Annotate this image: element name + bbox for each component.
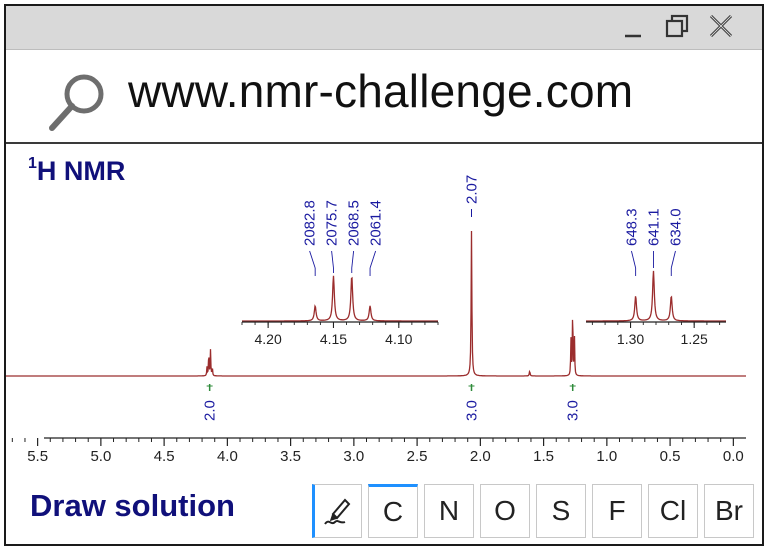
pencil-icon bbox=[324, 498, 351, 525]
browser-window: www.nmr-challenge.com 1H NMR 5.5 5.0 4.5 4.… bbox=[4, 4, 764, 546]
inset-quartet-leader bbox=[309, 250, 316, 269]
inset-quartet-peak-label: 2068.5 bbox=[346, 200, 363, 246]
title-superscript: 1 bbox=[28, 155, 37, 172]
x-axis-tick-label: 4.0 bbox=[217, 448, 238, 465]
tool-label: N bbox=[438, 495, 460, 526]
tool-label: F bbox=[608, 495, 626, 526]
tool-label: O bbox=[494, 495, 516, 526]
title-main: H NMR bbox=[36, 156, 126, 186]
x-axis-tick-label: 3.0 bbox=[343, 448, 364, 465]
x-axis-tick-label: 1.0 bbox=[596, 448, 617, 465]
pencil-tool[interactable] bbox=[312, 484, 362, 538]
tool-label: Cl bbox=[659, 495, 687, 526]
inset-quartet-tick-label: 4.15 bbox=[320, 331, 347, 347]
integral-value: 2.0 bbox=[202, 400, 219, 421]
x-axis-tick-label: 5.5 bbox=[27, 448, 48, 465]
inset-quartet-peak-label: 2061.4 bbox=[368, 200, 385, 246]
element-n-button[interactable]: N bbox=[424, 484, 474, 538]
x-axis-tick-label: 0.0 bbox=[723, 448, 744, 465]
x-axis-tick-label: 2.5 bbox=[407, 448, 428, 465]
element-f-button[interactable]: F bbox=[592, 484, 642, 538]
peak-label: 2.07 bbox=[464, 175, 481, 204]
integral-value: 3.0 bbox=[565, 400, 582, 421]
x-axis-tick-label: 3.5 bbox=[280, 448, 301, 465]
nmr-spectrum: 5.5 5.0 4.5 4.0 3.5 3.0 2.5 2.0 1.5 1.0 0.5 0.0 2.07… bbox=[6, 175, 746, 465]
x-axis-tick-label: 5.0 bbox=[90, 448, 111, 465]
inset-quartet-tick-label: 4.20 bbox=[255, 331, 282, 347]
inset-quartet-leader bbox=[351, 250, 355, 269]
inset-triplet-peak-label: 641.1 bbox=[645, 208, 662, 246]
x-axis-tick-label: 2.0 bbox=[470, 448, 491, 465]
inset-quartet-tick-label: 4.10 bbox=[385, 331, 412, 347]
inset-triplet-trace bbox=[586, 270, 726, 322]
element-c-button[interactable]: C bbox=[368, 484, 418, 538]
close-button[interactable] bbox=[704, 12, 738, 42]
x-axis-tick-label: 4.5 bbox=[154, 448, 175, 465]
inset-quartet-peak-label: 2075.7 bbox=[324, 200, 341, 246]
element-s-button[interactable]: S bbox=[536, 484, 586, 538]
inset-quartet-leader bbox=[369, 250, 377, 269]
spectrum-title: 1H NMR bbox=[28, 155, 126, 187]
inset-triplet-tick-label: 1.30 bbox=[617, 331, 644, 347]
close-icon bbox=[709, 14, 733, 38]
integral-value: 3.0 bbox=[464, 400, 481, 421]
x-axis-tick-label: 1.5 bbox=[533, 448, 554, 465]
x-axis-tick-label: 0.5 bbox=[660, 448, 681, 465]
tool-label: Br bbox=[715, 495, 743, 526]
spectrum-trace bbox=[6, 230, 746, 377]
minimize-button[interactable] bbox=[616, 12, 650, 42]
restore-icon bbox=[665, 14, 689, 38]
restore-button[interactable] bbox=[660, 12, 694, 42]
inset-triplet-peak-label: 648.3 bbox=[623, 208, 640, 246]
tool-label: S bbox=[551, 495, 571, 526]
element-o-button[interactable]: O bbox=[480, 484, 530, 538]
inset-quartet-trace bbox=[242, 275, 438, 322]
url-text[interactable]: www.nmr-challenge.com bbox=[128, 65, 634, 117]
inset-quartet-leader bbox=[331, 250, 334, 269]
tool-label: C bbox=[382, 496, 404, 527]
title-bar bbox=[6, 6, 762, 50]
inset-triplet-leader bbox=[670, 250, 676, 269]
inset-triplet-tick-label: 1.25 bbox=[681, 331, 708, 347]
minimize-icon bbox=[625, 34, 641, 38]
draw-solution-label: Draw solution bbox=[30, 488, 235, 523]
search-icon bbox=[49, 74, 104, 131]
inset-quartet-peak-label: 2082.8 bbox=[302, 200, 319, 246]
inset-triplet-leader bbox=[631, 250, 637, 269]
element-cl-button[interactable]: Cl bbox=[648, 484, 698, 538]
inset-triplet-peak-label: 634.0 bbox=[667, 208, 684, 246]
element-br-button[interactable]: Br bbox=[704, 484, 754, 538]
address-bar[interactable]: www.nmr-challenge.com bbox=[6, 50, 762, 144]
